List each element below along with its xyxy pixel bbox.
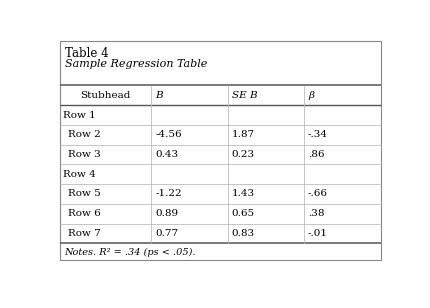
Text: Row 6: Row 6 (68, 209, 101, 218)
Text: Row 3: Row 3 (68, 150, 101, 159)
Text: 0.23: 0.23 (232, 150, 255, 159)
Text: -1.22: -1.22 (155, 189, 182, 198)
Text: 1.43: 1.43 (232, 189, 255, 198)
Text: Row 4: Row 4 (63, 170, 96, 179)
Text: Stubhead: Stubhead (80, 91, 131, 100)
Text: Notes. R² = .34 (ps < .05).: Notes. R² = .34 (ps < .05). (64, 248, 196, 257)
Text: B: B (155, 91, 163, 100)
Text: Table 4: Table 4 (64, 47, 108, 60)
Text: 0.77: 0.77 (155, 229, 178, 238)
Text: 0.83: 0.83 (232, 229, 255, 238)
Text: Row 2: Row 2 (68, 130, 101, 139)
Text: Row 1: Row 1 (63, 111, 96, 120)
Text: Row 7: Row 7 (68, 229, 101, 238)
Text: β: β (308, 91, 314, 100)
Text: -.66: -.66 (308, 189, 328, 198)
Text: .86: .86 (308, 150, 325, 159)
Text: 0.65: 0.65 (232, 209, 255, 218)
Text: Row 5: Row 5 (68, 189, 101, 198)
Text: Sample Regression Table: Sample Regression Table (64, 59, 207, 69)
Text: 1.87: 1.87 (232, 130, 255, 139)
Text: 0.43: 0.43 (155, 150, 178, 159)
Text: SE B: SE B (232, 91, 257, 100)
Text: -.34: -.34 (308, 130, 328, 139)
Text: -.01: -.01 (308, 229, 328, 238)
Text: .38: .38 (308, 209, 325, 218)
Text: -4.56: -4.56 (155, 130, 182, 139)
Text: 0.89: 0.89 (155, 209, 178, 218)
